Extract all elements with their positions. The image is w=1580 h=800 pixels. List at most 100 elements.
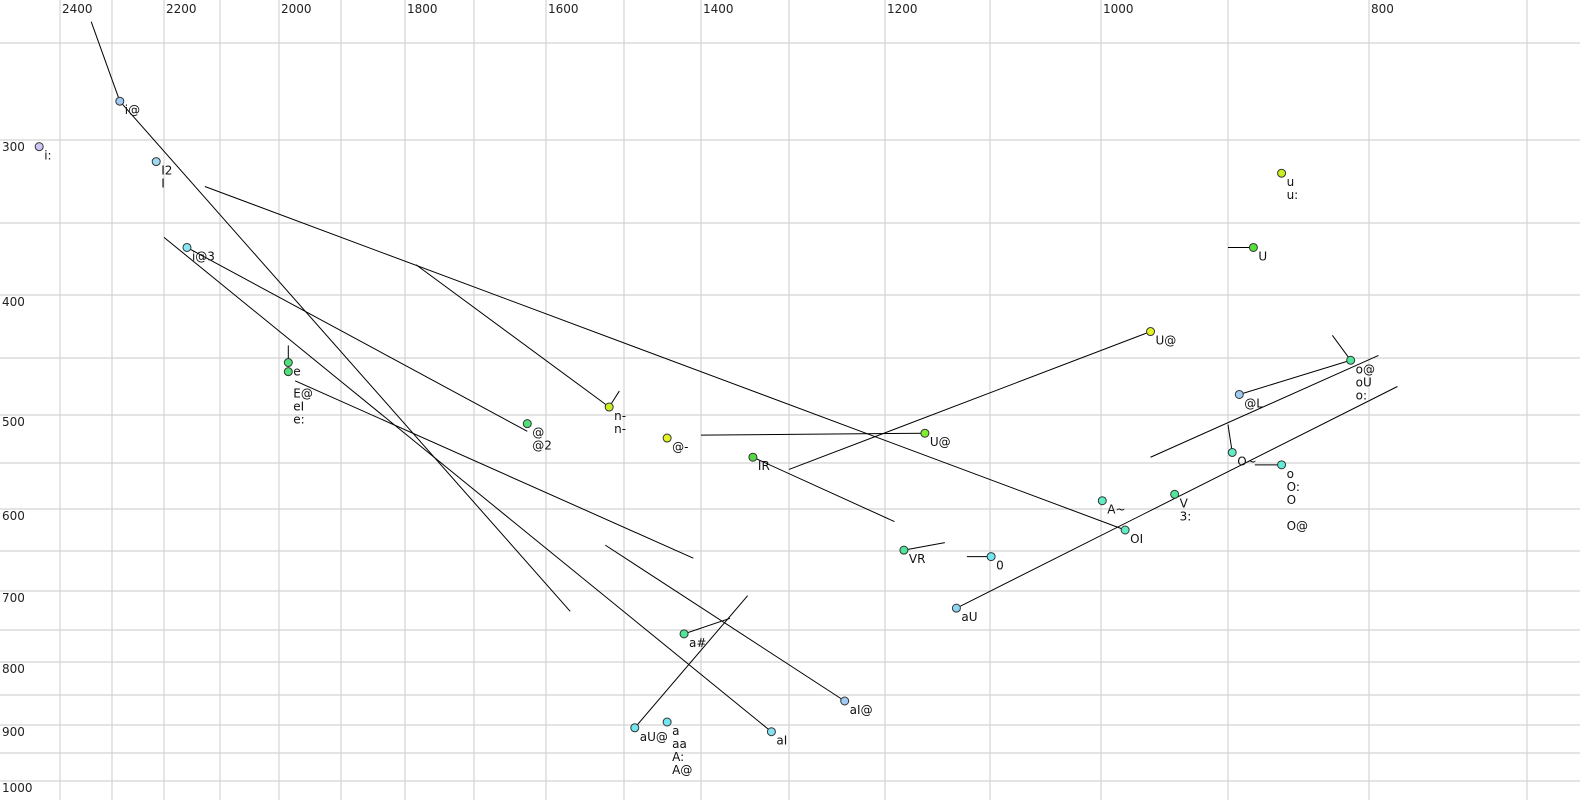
point-label: aI@ [850, 703, 873, 717]
point-marker[interactable] [840, 696, 850, 706]
y-tick-label: 500 [2, 415, 25, 429]
point-marker[interactable] [766, 727, 776, 737]
point-label: I [161, 177, 165, 191]
vowel-point[interactable]: i@ [115, 96, 140, 117]
trajectory-line [1331, 335, 1352, 361]
point-marker[interactable] [283, 367, 293, 377]
vowel-point[interactable]: aU [951, 603, 978, 624]
point-marker[interactable] [1277, 460, 1287, 470]
point-label: i: [44, 149, 51, 163]
point-label: O [1287, 493, 1296, 507]
point-marker[interactable] [1346, 355, 1356, 365]
point-marker[interactable] [662, 433, 672, 443]
x-tick-label: 1200 [887, 2, 918, 16]
point-label: V [1180, 496, 1189, 510]
trajectory-line [605, 544, 845, 702]
y-tick-label: 800 [2, 662, 25, 676]
point-marker[interactable] [1234, 389, 1244, 399]
point-marker[interactable] [151, 157, 161, 167]
point-marker[interactable] [951, 603, 961, 613]
vowel-point[interactable]: n-n- [604, 402, 626, 436]
vowel-point[interactable]: i@3 [182, 242, 215, 263]
point-marker[interactable] [630, 723, 640, 733]
trajectory-line [90, 21, 121, 102]
point-marker[interactable] [522, 419, 532, 429]
trajectory-line [415, 264, 610, 408]
point-marker[interactable] [679, 629, 689, 639]
vowel-point[interactable]: uu: [1277, 168, 1299, 202]
point-marker[interactable] [1277, 168, 1287, 178]
vowel-point[interactable]: @- [662, 433, 688, 454]
x-tick-label: 1600 [548, 2, 579, 16]
point-label: n- [614, 409, 626, 423]
point-label: n- [614, 422, 626, 436]
vowel-point[interactable]: A~ [1097, 496, 1126, 517]
point-marker[interactable] [1248, 242, 1258, 252]
vowel-point[interactable]: U@ [920, 428, 951, 449]
point-marker[interactable] [1170, 489, 1180, 499]
trajectory-line [683, 617, 731, 635]
point-label: aa [672, 737, 687, 751]
point-marker[interactable] [1227, 447, 1237, 457]
point-label: E@ [293, 387, 313, 401]
y-tick-label: 700 [2, 591, 25, 605]
vowel-point[interactable]: aU@ [630, 723, 668, 744]
vowel-point[interactable]: VR [899, 545, 926, 566]
point-marker[interactable] [748, 452, 758, 462]
y-tick-label: 300 [2, 140, 25, 154]
vowel-point[interactable]: U [1248, 242, 1267, 263]
vowel-point[interactable]: V3: [1170, 489, 1192, 523]
point-marker[interactable] [986, 552, 996, 562]
point-marker[interactable] [1097, 496, 1107, 506]
vowel-point[interactable]: a# [679, 629, 706, 650]
vowel-point[interactable]: @@2 [522, 419, 552, 453]
point-marker[interactable] [920, 428, 930, 438]
trajectory-line [700, 432, 925, 436]
vowel-point[interactable]: OI [1120, 525, 1143, 546]
vowel-point[interactable]: I2I [151, 157, 172, 191]
vowel-point[interactable]: e [283, 358, 301, 379]
point-label: o@ [1356, 362, 1375, 376]
point-label: oU [1356, 375, 1372, 389]
vowel-point[interactable]: U@ [1146, 327, 1177, 348]
point-label: aU [961, 610, 977, 624]
point-label: A~ [1107, 503, 1125, 517]
point-label: e [293, 365, 300, 379]
point-label: aU@ [640, 730, 668, 744]
point-label: U@ [1156, 334, 1177, 348]
vowel-point[interactable]: o@oUo: [1346, 355, 1375, 402]
x-tick-label: 1800 [407, 2, 438, 16]
point-marker[interactable] [115, 96, 125, 106]
point-label: VR [909, 552, 926, 566]
point-label: @ [532, 426, 544, 440]
trajectory-line [1227, 424, 1233, 453]
point-marker[interactable] [1120, 525, 1130, 535]
vowel-point[interactable]: i: [34, 142, 52, 163]
point-label: I2 [161, 164, 172, 178]
vowel-point[interactable]: oO:O O@ [1277, 460, 1308, 533]
vowel-point[interactable]: IR [748, 452, 770, 473]
point-label: o: [1356, 388, 1367, 402]
point-marker[interactable] [182, 242, 192, 252]
point-marker[interactable] [1146, 327, 1156, 337]
point-label: a [672, 724, 679, 738]
point-marker[interactable] [662, 717, 672, 727]
vowel-point[interactable]: O~ [1227, 447, 1257, 468]
vowel-point[interactable]: E@eIe: [283, 367, 313, 427]
vowel-point[interactable]: aI [766, 727, 787, 748]
point-marker[interactable] [604, 402, 614, 412]
vowel-point[interactable]: 0 [986, 552, 1004, 573]
x-tick-label: 1000 [1103, 2, 1134, 16]
point-label: U@ [930, 435, 951, 449]
trajectory-line [752, 456, 895, 523]
point-label: IR [758, 459, 770, 473]
y-tick-label: 900 [2, 725, 25, 739]
vowel-point[interactable]: @L [1234, 389, 1263, 410]
point-marker[interactable] [899, 545, 909, 555]
point-marker[interactable] [283, 358, 293, 368]
point-marker[interactable] [34, 142, 44, 152]
point-label: 3: [1180, 509, 1192, 523]
vowel-point[interactable]: aI@ [840, 696, 873, 717]
